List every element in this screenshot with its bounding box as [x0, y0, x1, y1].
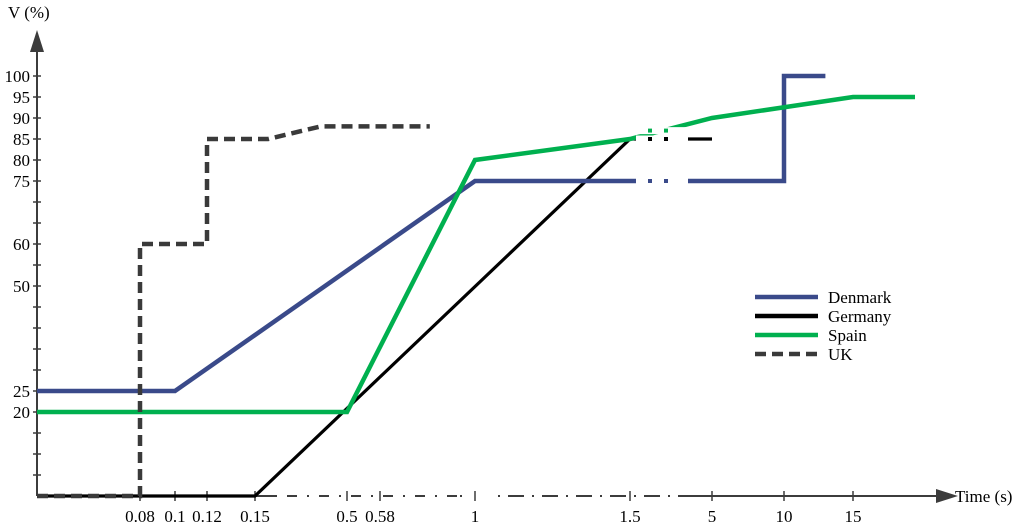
- y-axis-title: V (%): [8, 3, 50, 22]
- y-tick-label: 50: [13, 277, 30, 296]
- x-tick-label: 0.1: [164, 507, 185, 526]
- x-tick-label: 0.58: [365, 507, 395, 526]
- x-tick-label: 0.08: [125, 507, 155, 526]
- x-tick-label: 1.5: [619, 507, 640, 526]
- x-axis-arrow: [936, 489, 958, 503]
- y-tick-label: 20: [13, 403, 30, 422]
- series-lines: [37, 73, 915, 499]
- legend-label-germany: Germany: [828, 307, 892, 326]
- y-tick-label: 90: [13, 109, 30, 128]
- x-axis-title: Time (s): [955, 487, 1012, 506]
- series-break-markers: [636, 127, 688, 185]
- y-tick-label: 25: [13, 382, 30, 401]
- legend-label-denmark: Denmark: [828, 288, 892, 307]
- y-tick-label: 80: [13, 151, 30, 170]
- x-tick-label: 0.15: [240, 507, 270, 526]
- y-axis-arrow: [30, 30, 44, 52]
- y-ticks: 20 25 50 60 75 80 85 90 95 100: [5, 67, 41, 476]
- y-tick-label: 95: [13, 88, 30, 107]
- y-tick-label: 60: [13, 235, 30, 254]
- x-tick-label: 0.12: [192, 507, 222, 526]
- x-tick-label: 10: [776, 507, 793, 526]
- series-line-denmark: [37, 73, 826, 394]
- x-ticks: 0.08 0.1 0.12 0.15 0.5 0.58 1 1.5 5 10 15: [125, 491, 862, 526]
- legend-label-spain: Spain: [828, 326, 867, 345]
- x-tick-label: 5: [708, 507, 717, 526]
- y-tick-label: 100: [5, 67, 31, 86]
- series-line-spain: [37, 94, 915, 415]
- y-tick-label: 75: [13, 172, 30, 191]
- x-tick-label: 0.5: [336, 507, 357, 526]
- x-tick-label: 1: [471, 507, 480, 526]
- legend-label-uk: UK: [828, 345, 853, 364]
- series-line-uk: [37, 124, 430, 499]
- y-tick-label: 85: [13, 130, 30, 149]
- x-tick-label: 15: [845, 507, 862, 526]
